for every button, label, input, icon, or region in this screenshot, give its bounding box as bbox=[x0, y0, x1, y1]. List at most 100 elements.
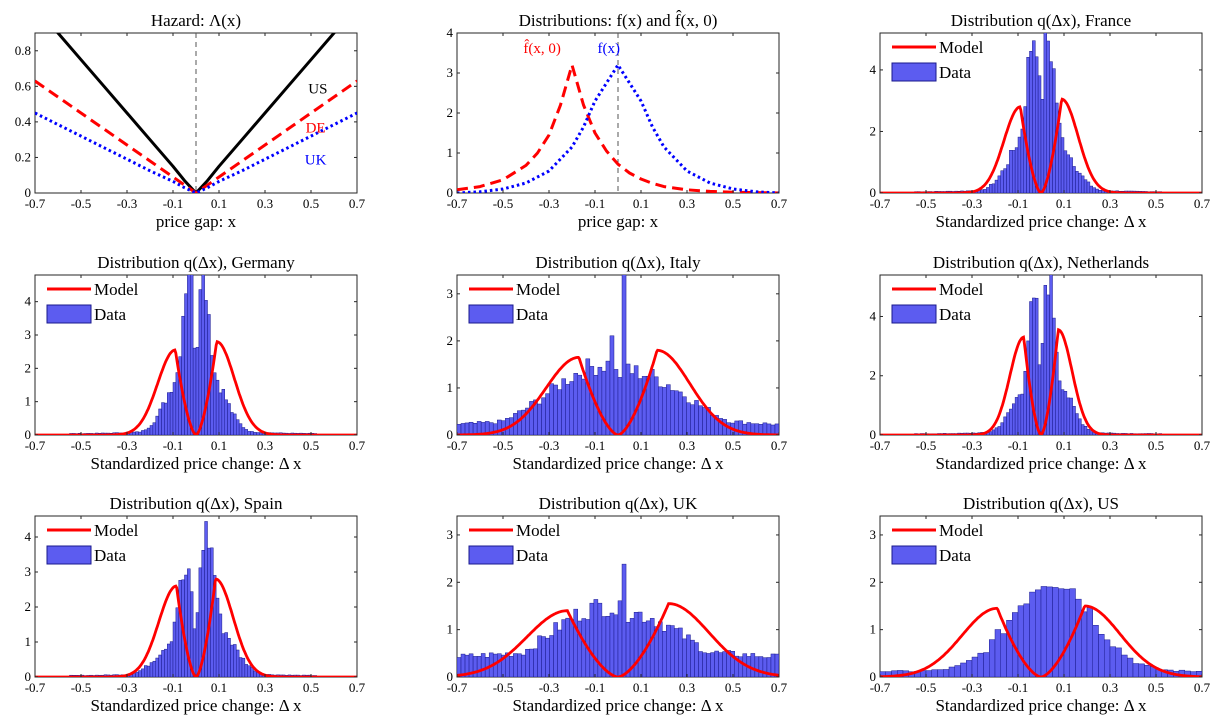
histogram-bar bbox=[468, 421, 474, 435]
histogram-bar bbox=[172, 621, 177, 677]
histogram-bar bbox=[238, 657, 243, 677]
histogram-bar bbox=[161, 650, 165, 677]
legend-data-label: Data bbox=[939, 546, 972, 565]
x-tick-label: 0.3 bbox=[1102, 438, 1118, 453]
histogram-bars bbox=[457, 563, 779, 677]
y-tick-label: 0 bbox=[447, 185, 454, 200]
histogram-bar bbox=[658, 621, 663, 677]
histogram-bar bbox=[218, 613, 223, 677]
histogram-bar bbox=[1060, 137, 1065, 193]
histogram-bar bbox=[215, 597, 220, 677]
chart-title: Distribution q(Δx), Spain bbox=[110, 494, 283, 513]
histogram-bar bbox=[167, 392, 171, 435]
histogram-bar bbox=[1037, 75, 1042, 193]
histogram-bar bbox=[1009, 150, 1013, 193]
y-tick-label: 1 bbox=[447, 145, 454, 160]
histogram-bar bbox=[1014, 147, 1019, 193]
x-axis-label: Standardized price change: Δ x bbox=[90, 454, 302, 473]
y-tick-label: 2 bbox=[25, 599, 32, 614]
x-tick-label: -0.3 bbox=[539, 680, 560, 695]
histogram-bar bbox=[658, 386, 663, 435]
histogram-bar bbox=[152, 660, 156, 677]
histogram-bar bbox=[1058, 122, 1062, 193]
legend-data-label: Data bbox=[94, 305, 127, 324]
histogram-bar bbox=[1121, 654, 1128, 677]
histogram-bar bbox=[702, 407, 707, 435]
plot-content bbox=[457, 33, 779, 193]
histogram-bar bbox=[983, 189, 987, 193]
histogram-bar bbox=[1075, 598, 1082, 677]
plot-content bbox=[880, 586, 1202, 677]
x-tick-label: -0.5 bbox=[71, 196, 92, 211]
legend-model-label: Model bbox=[939, 38, 984, 57]
histogram-bar bbox=[1081, 175, 1085, 193]
histogram-bar bbox=[991, 183, 996, 193]
chart-title: Distribution q(Δx), France bbox=[951, 11, 1131, 30]
x-tick-label: 0.3 bbox=[257, 196, 273, 211]
histogram-bar bbox=[141, 430, 145, 435]
histogram-bar bbox=[778, 659, 779, 677]
histogram-bar bbox=[1066, 397, 1070, 435]
histogram-bar bbox=[1043, 33, 1047, 193]
histogram-bar bbox=[1012, 150, 1016, 193]
y-tick-label: 3 bbox=[25, 327, 32, 342]
histogram-bar bbox=[230, 644, 234, 677]
x-tick-label: 0.5 bbox=[1148, 680, 1164, 695]
x-tick-label: -0.7 bbox=[870, 680, 891, 695]
series-line-de bbox=[35, 79, 357, 193]
histogram-bar bbox=[573, 373, 578, 435]
histogram-bar bbox=[774, 423, 779, 435]
histogram-bar bbox=[215, 379, 220, 435]
histogram-bar bbox=[980, 189, 984, 193]
histogram-bar bbox=[230, 412, 234, 435]
histogram-bar bbox=[694, 400, 699, 435]
x-tick-label: -0.3 bbox=[539, 438, 560, 453]
x-tick-label: -0.1 bbox=[163, 438, 184, 453]
x-tick-label: 0.1 bbox=[1056, 438, 1072, 453]
histogram-bar bbox=[690, 639, 695, 677]
histogram-bar bbox=[678, 391, 683, 435]
histogram-bar bbox=[1035, 589, 1042, 677]
histogram-bar bbox=[1063, 588, 1070, 677]
histogram-bar bbox=[244, 429, 248, 435]
y-tick-label: 0.8 bbox=[15, 43, 31, 58]
histogram-bar bbox=[754, 656, 760, 677]
x-tick-label: 0.1 bbox=[633, 438, 649, 453]
x-tick-label: -0.5 bbox=[493, 438, 514, 453]
histogram-bar bbox=[192, 347, 197, 435]
histogram-bar bbox=[960, 662, 967, 677]
x-tick-label: -0.3 bbox=[117, 438, 138, 453]
histogram-bar bbox=[718, 652, 723, 677]
histogram-bar bbox=[236, 649, 240, 677]
x-axis-label: price gap: x bbox=[578, 212, 659, 231]
histogram-bar bbox=[175, 372, 179, 435]
histogram-bar bbox=[971, 656, 978, 677]
x-tick-label: -0.1 bbox=[163, 196, 184, 211]
x-tick-label: -0.5 bbox=[493, 680, 514, 695]
chart-title: Distribution q(Δx), Germany bbox=[97, 253, 295, 272]
histogram-bar bbox=[577, 374, 583, 435]
histogram-bar bbox=[986, 187, 990, 193]
histogram-bar bbox=[734, 420, 739, 435]
legend-data-label: Data bbox=[516, 546, 549, 565]
histogram-bar bbox=[1138, 663, 1145, 677]
histogram-bars bbox=[69, 521, 317, 677]
histogram-bar bbox=[621, 563, 627, 677]
histogram-bar bbox=[931, 669, 938, 677]
y-tick-label: 4 bbox=[870, 308, 877, 323]
histogram-bar bbox=[633, 611, 639, 677]
series-annotation: DE bbox=[306, 121, 326, 137]
histogram-bar bbox=[662, 387, 667, 435]
histogram-bar bbox=[247, 665, 251, 677]
histogram-bar bbox=[557, 389, 562, 435]
x-tick-label: 0.7 bbox=[1194, 438, 1211, 453]
legend: Model Data bbox=[891, 280, 984, 324]
y-tick-label: 0.4 bbox=[15, 114, 32, 129]
histogram-bar bbox=[629, 373, 635, 435]
histogram-bar bbox=[1078, 418, 1082, 435]
histogram-bar bbox=[722, 651, 727, 677]
histogram-bar bbox=[253, 670, 257, 677]
histogram-bar bbox=[989, 431, 993, 435]
histogram-bar bbox=[553, 384, 558, 435]
